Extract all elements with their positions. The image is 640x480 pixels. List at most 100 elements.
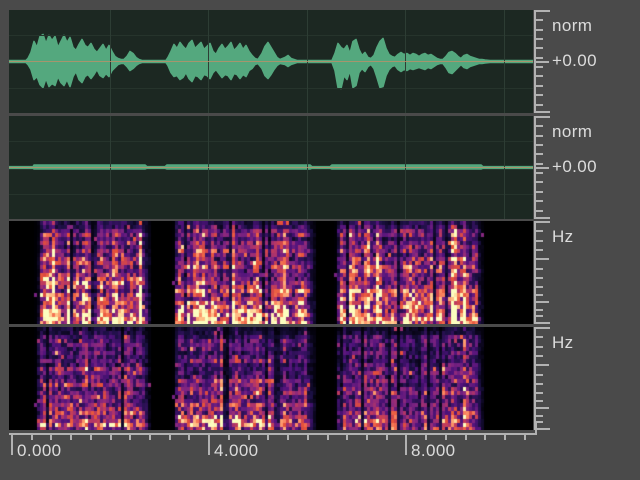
ruler-tick <box>536 415 543 417</box>
ruler-tick <box>536 85 543 87</box>
ruler-tick <box>536 10 550 12</box>
time-tick <box>169 435 171 440</box>
ruler-tick <box>536 240 543 242</box>
ruler-tick <box>536 104 543 106</box>
amplitude-gridline <box>9 88 533 89</box>
time-tick <box>11 435 13 455</box>
ruler-tick <box>536 383 543 385</box>
ruler-line <box>534 221 536 324</box>
time-tick <box>425 435 427 440</box>
time-tick <box>110 435 112 440</box>
time-tick <box>327 435 329 440</box>
ruler-tick <box>536 355 543 357</box>
time-tick <box>70 435 72 440</box>
time-tick <box>307 435 309 440</box>
ruler-tick <box>536 221 550 223</box>
ruler-tick <box>536 210 543 212</box>
ruler-tick <box>536 249 543 251</box>
ruler-tick <box>536 153 543 155</box>
time-tick-label: 8.000 <box>411 441 456 460</box>
ruler-tick <box>536 29 543 31</box>
time-tick <box>188 435 190 440</box>
ruler-tick <box>536 66 543 68</box>
spectrogram-1 <box>9 221 533 324</box>
unit-label: Hz <box>552 333 574 352</box>
ruler-tick <box>536 258 549 260</box>
track-row-4: Hz <box>0 327 640 430</box>
unit-label: Hz <box>552 227 574 246</box>
ruler-tick <box>536 19 543 21</box>
ruler-tick <box>536 38 543 40</box>
time-tick <box>346 435 348 440</box>
ruler-tick <box>536 181 543 183</box>
time-tick-label: 0.000 <box>17 441 62 460</box>
unit-label: norm <box>552 16 593 35</box>
time-tick <box>287 435 289 440</box>
time-tick <box>386 435 388 440</box>
ruler-tick <box>536 47 543 49</box>
waveform-pane-1[interactable] <box>9 10 533 113</box>
time-tick <box>31 435 33 440</box>
ruler-tick <box>536 364 549 366</box>
ruler-line <box>534 10 536 113</box>
ruler-tick <box>536 172 543 174</box>
time-tick <box>248 435 250 440</box>
ruler-tick <box>536 301 549 303</box>
ruler-tick <box>536 400 543 402</box>
ruler-tick <box>536 230 543 232</box>
ruler-tick <box>536 116 550 118</box>
frequency-ruler-1[interactable] <box>534 221 556 324</box>
ruler-tick <box>536 217 550 219</box>
ruler-tick <box>536 94 543 96</box>
ruler-tick <box>536 191 543 193</box>
time-tick <box>504 435 506 440</box>
waveform-pane-2[interactable] <box>9 116 533 219</box>
ruler-tick <box>536 346 543 348</box>
value-label: +0.00 <box>552 51 598 70</box>
zero-line <box>9 167 533 168</box>
amplitude-gridline <box>9 35 533 36</box>
ruler-tick <box>536 407 549 409</box>
ruler-tick <box>536 57 543 59</box>
frequency-ruler-2[interactable] <box>534 327 556 430</box>
ruler-tick <box>536 428 550 430</box>
time-ruler[interactable] <box>9 433 537 435</box>
amplitude-gridline <box>9 194 533 195</box>
ruler-line <box>534 116 536 219</box>
time-tick <box>445 435 447 440</box>
ruler-tick <box>536 309 543 311</box>
time-tick <box>267 435 269 440</box>
time-tick <box>129 435 131 440</box>
amplitude-ruler-1[interactable] <box>534 10 556 113</box>
time-tick <box>50 435 52 440</box>
time-tick <box>208 435 210 455</box>
ruler-line <box>534 327 536 430</box>
ruler-tick <box>536 268 543 270</box>
ruler-tick <box>536 421 543 423</box>
ruler-tick <box>536 167 549 169</box>
time-tick <box>149 435 151 440</box>
ruler-tick <box>536 294 543 296</box>
ruler-tick <box>536 125 543 127</box>
track-row-3: Hz <box>0 221 640 324</box>
spectrogram-pane-1[interactable] <box>9 221 533 324</box>
ruler-tick <box>536 336 543 338</box>
ruler-tick <box>536 315 543 317</box>
time-tick <box>405 435 407 455</box>
amplitude-gridline <box>9 141 533 142</box>
time-tick <box>90 435 92 440</box>
time-tick <box>524 435 526 440</box>
ruler-tick <box>536 374 543 376</box>
ruler-tick <box>536 392 543 394</box>
track-row-2: norm +0.00 <box>0 116 640 219</box>
ruler-tick <box>536 111 550 113</box>
amplitude-ruler-2[interactable] <box>534 116 556 219</box>
ruler-tick <box>536 163 543 165</box>
time-tick <box>366 435 368 440</box>
zero-line <box>9 61 533 62</box>
spectrogram-pane-2[interactable] <box>9 327 533 430</box>
ruler-tick <box>536 286 543 288</box>
time-tick <box>228 435 230 440</box>
ruler-tick <box>536 75 543 77</box>
